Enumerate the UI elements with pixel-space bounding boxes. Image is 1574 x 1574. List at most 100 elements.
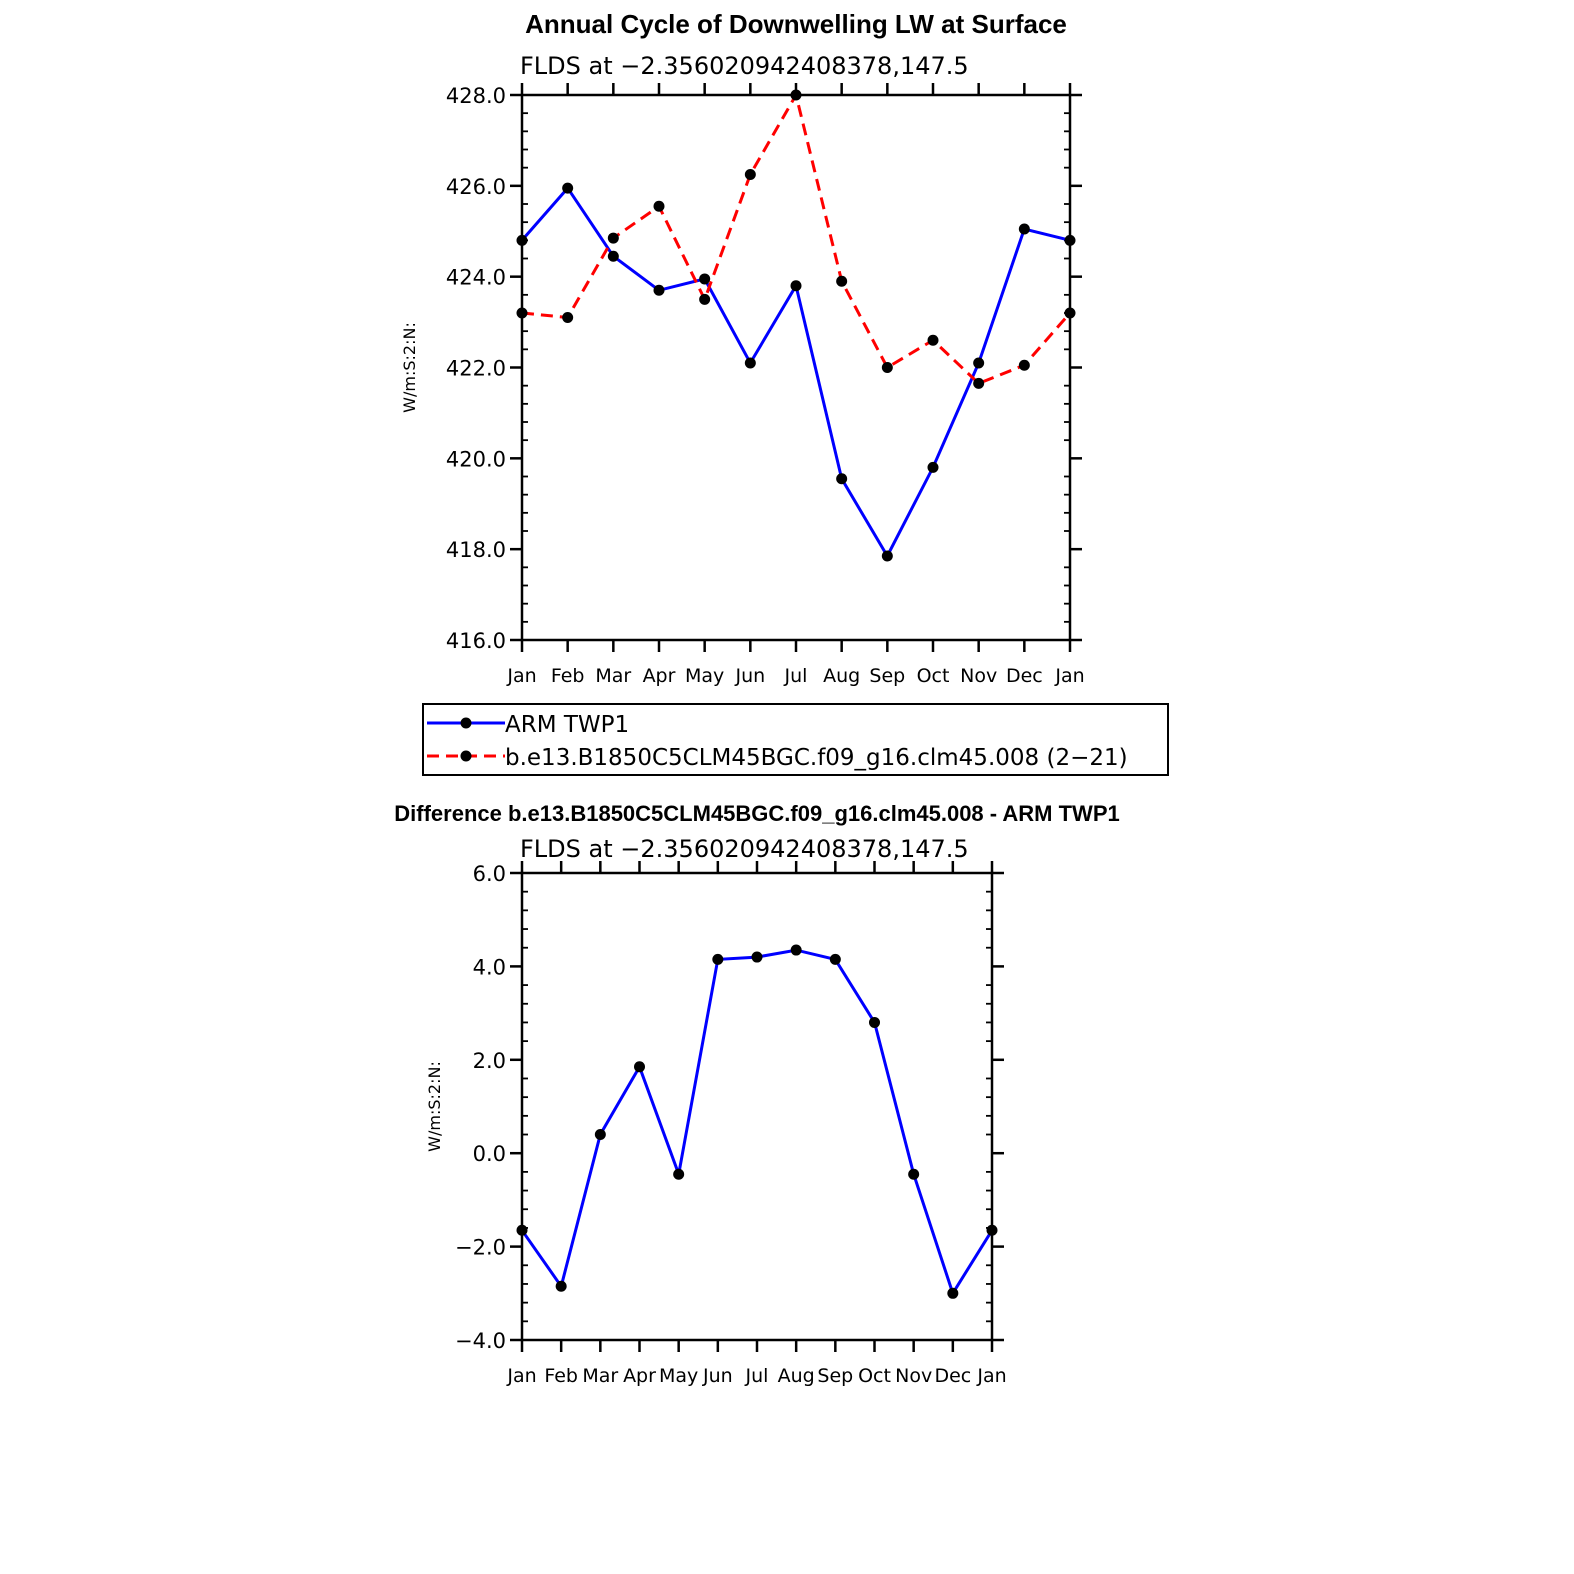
data-point xyxy=(699,293,711,305)
data-point xyxy=(699,273,711,285)
x-tick-label: Mar xyxy=(582,1365,618,1387)
x-tick-label: May xyxy=(685,665,724,687)
legend-entry: b.e13.B1850C5CLM45BGC.f09_g16.clm45.008 … xyxy=(505,745,1128,771)
data-point xyxy=(653,284,665,296)
x-tick-label: Oct xyxy=(917,665,950,687)
data-point xyxy=(973,377,985,389)
x-tick-label: Jul xyxy=(784,665,808,687)
y-tick-label: 428.0 xyxy=(446,84,506,108)
data-point xyxy=(927,461,939,473)
data-point xyxy=(653,200,665,212)
data-point xyxy=(562,312,574,324)
x-tick-label: Feb xyxy=(551,665,585,687)
x-tick-label: Mar xyxy=(595,665,631,687)
series-1 xyxy=(516,182,1076,562)
data-point xyxy=(908,1168,920,1180)
y-tick-label: 418.0 xyxy=(446,538,506,562)
y-tick-label: 422.0 xyxy=(446,357,506,381)
y-tick-label: 420.0 xyxy=(446,447,506,471)
y-tick-label: 416.0 xyxy=(446,629,506,653)
x-tick-label: Jan xyxy=(506,1365,536,1387)
data-point xyxy=(986,1224,998,1236)
x-tick-label: Sep xyxy=(869,665,905,687)
legend: ARM TWP1 b.e13.B1850C5CLM45BGC.f09_g16.cl… xyxy=(422,703,1169,776)
y-tick-label: 6.0 xyxy=(473,862,506,886)
data-point xyxy=(881,550,893,562)
data-point xyxy=(973,357,985,369)
data-point xyxy=(712,953,724,965)
legend-swatch-marker xyxy=(460,750,472,762)
y-axis-label: W/m:S:2:N: xyxy=(425,1061,444,1152)
x-tick-label: Dec xyxy=(1006,665,1043,687)
chart-1: Annual Cycle of Downwelling LW at Surfac… xyxy=(400,9,1169,776)
legend-box xyxy=(422,703,1169,776)
data-point xyxy=(790,280,802,292)
legend-swatch-marker xyxy=(460,717,472,729)
data-point xyxy=(790,89,802,101)
data-point xyxy=(634,1061,645,1073)
x-tick-label: Apr xyxy=(643,665,676,687)
data-point xyxy=(744,168,756,180)
x-tick-label: Nov xyxy=(895,1365,932,1387)
x-tick-label: Oct xyxy=(858,1365,891,1387)
plot-frame xyxy=(520,871,994,1342)
data-point xyxy=(1064,307,1076,319)
data-point xyxy=(836,473,848,485)
data-point xyxy=(927,334,939,346)
legend-entry: ARM TWP1 xyxy=(505,712,629,738)
x-tick-label: Aug xyxy=(823,665,860,687)
x-tick-label: Sep xyxy=(817,1365,853,1387)
data-point xyxy=(869,1016,880,1028)
data-point xyxy=(516,307,528,319)
x-tick-label: Jan xyxy=(506,665,536,687)
x-tick-label: Jun xyxy=(734,665,765,687)
data-point xyxy=(881,362,893,373)
data-point xyxy=(594,1129,606,1141)
y-tick-label: 4.0 xyxy=(473,955,506,979)
x-tick-label: Nov xyxy=(960,665,997,687)
x-tick-label: Jan xyxy=(1054,665,1084,687)
data-point xyxy=(516,1224,528,1236)
data-point xyxy=(673,1168,685,1180)
data-point xyxy=(790,944,802,956)
x-tick-label: Apr xyxy=(623,1365,656,1387)
series-line xyxy=(520,948,994,1297)
y-tick-label: 0.0 xyxy=(473,1142,506,1166)
y-tick-label: 424.0 xyxy=(446,266,506,290)
data-point xyxy=(555,1280,567,1292)
series-1 xyxy=(516,944,998,1299)
data-point xyxy=(607,250,619,262)
y-axis-label: W/m:S:2:N: xyxy=(400,322,419,413)
chart-2: Difference b.e13.B1850C5CLM45BGC.f09_g16… xyxy=(394,801,1119,1387)
y-tick-label: 2.0 xyxy=(473,1049,506,1073)
y-tick-label: −4.0 xyxy=(455,1329,506,1353)
plot-frame xyxy=(520,93,1072,642)
series-2 xyxy=(516,89,1076,389)
x-tick-label: Jun xyxy=(702,1365,733,1387)
data-point xyxy=(751,951,763,963)
data-point xyxy=(516,234,528,246)
x-tick-label: Feb xyxy=(544,1365,578,1387)
y-tick-label: 426.0 xyxy=(446,175,506,199)
data-point xyxy=(1018,223,1030,235)
data-point xyxy=(744,357,756,369)
data-point xyxy=(829,953,841,965)
chart-subtitle: FLDS at −2.356020942408378,147.5 xyxy=(520,835,969,863)
data-point xyxy=(1064,234,1076,246)
data-point xyxy=(836,275,848,287)
chart-subtitle: FLDS at −2.356020942408378,147.5 xyxy=(520,52,969,80)
chart-title: Difference b.e13.B1850C5CLM45BGC.f09_g16… xyxy=(394,801,1119,826)
data-point xyxy=(1018,359,1030,371)
series-line xyxy=(520,185,1071,560)
x-tick-label: Dec xyxy=(934,1365,971,1387)
x-tick-label: Jan xyxy=(976,1365,1006,1387)
x-tick-label: Jul xyxy=(745,1365,769,1387)
y-tick-label: −2.0 xyxy=(455,1236,506,1260)
chart-title: Annual Cycle of Downwelling LW at Surfac… xyxy=(525,9,1067,39)
data-point xyxy=(562,182,574,194)
data-point xyxy=(607,232,619,244)
data-point xyxy=(947,1287,959,1299)
x-tick-label: May xyxy=(659,1365,698,1387)
x-tick-label: Aug xyxy=(778,1365,815,1387)
